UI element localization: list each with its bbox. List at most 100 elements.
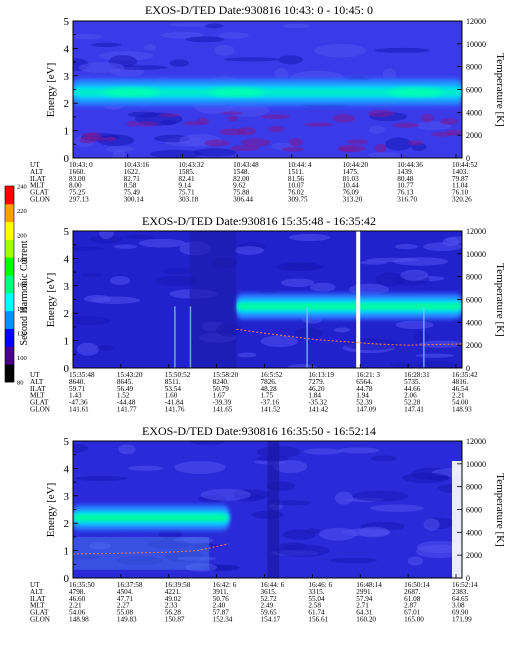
heatmap-texture: [200, 488, 251, 501]
ephemeris-cell: 10:43:32: [178, 161, 204, 169]
ephemeris-cell: 79.87: [452, 175, 469, 183]
colorbar-block: [5, 221, 14, 240]
heatmap-texture: [402, 472, 450, 484]
ephemeris-cell: 3315.: [308, 588, 324, 596]
heatmap-texture: [423, 518, 440, 531]
heatmap-texture: [237, 352, 257, 358]
ephemeris-cell: 56.28: [165, 609, 182, 617]
ephemeris-row-label: ILAT: [30, 175, 46, 183]
ephemeris-cell: 10.77: [397, 182, 414, 190]
ephemeris-cell: 16:28:31: [404, 371, 430, 379]
ephemeris-cell: 57.94: [356, 595, 373, 603]
ephemeris-cell: 1439.: [397, 168, 413, 176]
colorbar-tick-label: 180: [17, 257, 27, 264]
heatmap-texture: [360, 260, 388, 265]
ephemeris-cell: 1.94: [356, 392, 369, 400]
y-tick-label: 3: [64, 281, 70, 293]
ephemeris-cell: 1.84: [308, 392, 321, 400]
heatmap-texture: [227, 115, 239, 122]
colorbar: 80 100 120 140 160 180 200 220 240 Second Harmon…: [4, 184, 30, 387]
heatmap-texture: [329, 557, 378, 564]
ephemeris-cell: 10.44: [343, 182, 360, 190]
ephemeris-cell: 303.18: [178, 196, 198, 204]
heatmap-texture: [440, 118, 458, 125]
ephemeris-cell: 47.71: [117, 595, 134, 603]
ephemeris-cell: 8240.: [213, 378, 229, 386]
ephemeris-cell: 1622.: [124, 168, 140, 176]
ephemeris-cell: 2.40: [213, 602, 226, 610]
heatmap-texture: [73, 246, 105, 251]
heatmap-texture: [408, 140, 424, 146]
colorbar-tick-label: 80: [17, 380, 24, 387]
ephemeris-cell: 75.25: [69, 189, 86, 197]
y2-tick-label: 10000: [466, 250, 486, 259]
ephemeris-cell: 2.27: [117, 602, 130, 610]
heatmap-texture: [348, 283, 390, 295]
ephemeris-cell: 46.54: [452, 385, 469, 393]
y-tick-label: 0: [64, 573, 70, 585]
ephemeris-row-label: GLAT: [30, 609, 49, 617]
ephemeris-cell: 16:5:52: [261, 371, 283, 379]
heatmap-texture: [374, 47, 430, 53]
heatmap-texture: [127, 465, 164, 471]
heatmap-texture: [88, 542, 111, 550]
ephemeris-cell: 16:37:58: [117, 581, 143, 589]
ephemeris-cell: 76.10: [452, 189, 469, 197]
y-tick-label: 0: [64, 363, 70, 375]
y-tick-label: 1: [64, 126, 70, 138]
heatmap-texture: [91, 296, 141, 304]
heatmap-texture: [344, 338, 399, 351]
ephemeris-cell: 82.00: [233, 175, 250, 183]
heatmap-texture: [174, 461, 226, 475]
heatmap-texture: [99, 231, 114, 240]
ephemeris-row-label: ALT: [30, 378, 44, 386]
heatmap-texture: [150, 149, 203, 158]
ephemeris-cell: 15:50:52: [165, 371, 191, 379]
heatmap-texture: [91, 42, 122, 48]
y-tick-label: 4: [64, 463, 70, 475]
heatmap-texture: [204, 23, 224, 29]
ephemeris-row-label: UT: [30, 371, 40, 379]
ephemeris-cell: 10:44:36: [397, 161, 423, 169]
ephemeris-cell: 75.88: [233, 189, 250, 197]
ephemeris-cell: 82.71: [124, 175, 141, 183]
colorbar-block: [5, 275, 14, 294]
heatmap-texture: [126, 121, 138, 127]
heatmap-texture: [382, 68, 397, 81]
panel-2-title: EXOS-D/TED Date:930816 15:35:48 - 16:35:…: [142, 214, 376, 228]
heatmap-texture: [260, 114, 291, 119]
ephemeris-cell: 64.65: [452, 595, 469, 603]
heatmap-texture: [444, 129, 462, 136]
heatmap-texture: [305, 528, 320, 535]
heatmap-texture: [117, 556, 163, 566]
heatmap-texture: [268, 125, 285, 133]
ephemeris-row-label: UT: [30, 161, 40, 169]
ephemeris-cell: 76.02: [288, 189, 305, 197]
panel-2-ephemeris-table: UTALTILATMLTGLATGLON15:35:488640.59.711.…: [30, 364, 478, 414]
colorbar-tick-label: 140: [17, 306, 27, 313]
ephemeris-cell: 4504.: [117, 588, 133, 596]
heatmap-texture: [445, 236, 462, 244]
ephemeris-cell: 148.93: [452, 406, 472, 414]
heatmap-texture: [189, 231, 237, 368]
heatmap-texture: [415, 353, 455, 358]
ephemeris-cell: 49.02: [165, 595, 182, 603]
colorbar-block: [5, 239, 14, 258]
ephemeris-row-label: ALT: [30, 168, 44, 176]
ephemeris-cell: 76.09: [343, 189, 360, 197]
ephemeris-cell: 76.13: [397, 189, 414, 197]
ephemeris-cell: 16:50:14: [404, 581, 430, 589]
ephemeris-cell: 1.75: [261, 392, 274, 400]
colorbar-block: [5, 328, 14, 347]
ephemeris-cell: 55.08: [117, 609, 134, 617]
ephemeris-cell: 10:44:20: [343, 161, 369, 169]
heatmap-texture: [395, 320, 434, 330]
ephemeris-cell: 55.04: [308, 595, 325, 603]
ephemeris-cell: 10:43:48: [233, 161, 259, 169]
ephemeris-cell: -44.48: [117, 399, 136, 407]
energy-band-core: [387, 88, 444, 97]
ephemeris-cell: 4221.: [165, 588, 181, 596]
ephemeris-row-label: MLT: [30, 182, 45, 190]
